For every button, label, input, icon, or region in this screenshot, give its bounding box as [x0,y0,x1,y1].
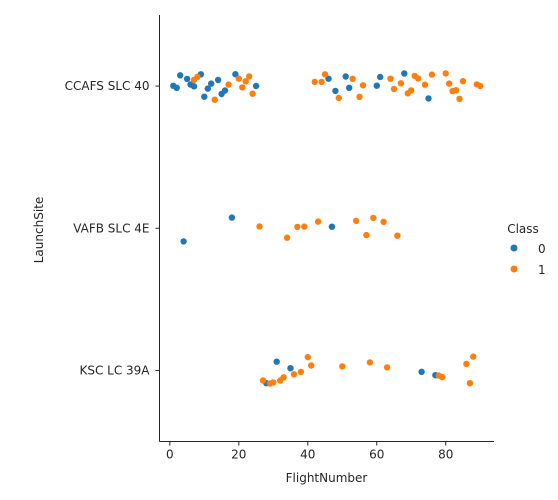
point-class-1 [366,359,374,366]
y-tick-label: VAFB SLC 4E [73,221,149,235]
point-class-1 [297,368,305,376]
point-class-0 [208,80,215,87]
point-class-0 [204,85,211,92]
point-class-1 [283,234,291,241]
point-class-1 [383,364,391,371]
y-tick-label: KSC LC 39A [79,363,150,377]
point-class-1 [318,78,325,86]
point-class-1 [459,78,467,85]
legend-marker [510,265,518,273]
legend-label: 1 [538,263,546,277]
point-class-1 [370,214,377,222]
point-class-1 [314,218,322,225]
point-class-1 [387,75,394,82]
point-class-0 [201,93,208,100]
point-class-1 [414,75,422,82]
point-class-1 [301,223,308,230]
point-class-1 [239,84,246,91]
point-class-1 [446,80,453,87]
x-ticks: 0 20 40 60 80 [166,441,453,462]
point-class-1 [439,373,446,381]
x-tick-label: 20 [231,448,246,462]
point-class-1 [249,90,256,97]
point-class-1 [235,75,242,82]
point-class-1 [456,95,463,103]
point-class-1 [428,71,436,78]
point-class-0 [425,95,432,102]
point-class-1 [442,70,449,77]
point-class-1 [463,360,470,368]
point-class-1 [311,78,318,86]
point-class-0 [377,73,384,81]
x-tick-label: 80 [438,448,453,462]
x-axis-title: FlightNumber [286,471,368,485]
point-class-1 [211,96,218,103]
point-class-1 [408,87,415,94]
legend-title: Class [507,222,539,236]
data-points [170,70,484,387]
point-class-0 [328,223,336,230]
x-tick-label: 60 [369,448,384,462]
x-tick-label: 0 [166,448,174,462]
point-class-0 [190,83,198,90]
point-class-1 [335,94,342,102]
y-axis-title: LaunchSite [32,197,46,264]
point-class-1 [363,231,370,239]
legend: Class 0 1 [507,222,545,277]
point-class-1 [304,353,311,361]
point-class-1 [477,82,484,90]
point-class-1 [290,371,298,378]
point-class-1 [394,232,401,239]
point-class-1 [349,75,356,83]
y-ticks: CCAFS SLC 40 VAFB SLC 4E KSC LC 39A [65,79,160,377]
point-class-1 [259,377,267,384]
point-class-1 [246,73,253,80]
point-class-1 [294,223,301,231]
point-class-0 [252,82,260,90]
point-class-0 [228,214,236,221]
point-class-0 [401,70,408,77]
point-class-1 [452,87,460,94]
point-class-0 [177,72,184,79]
point-class-0 [183,75,191,83]
point-class-1 [466,380,474,387]
point-class-1 [280,374,287,381]
point-class-1 [356,93,363,101]
point-class-1 [339,363,346,370]
point-class-1 [225,81,232,88]
point-class-1 [256,223,263,230]
point-class-1 [194,73,201,81]
point-class-0 [342,73,349,80]
point-class-1 [321,71,329,78]
point-class-0 [180,238,187,245]
legend-marker [510,244,518,252]
legend-label: 0 [538,242,546,256]
point-class-0 [287,365,294,372]
point-class-1 [470,353,477,360]
point-class-1 [390,85,398,93]
y-tick-label: CCAFS SLC 40 [65,79,150,93]
point-class-0 [173,84,180,92]
point-class-0 [418,368,425,375]
point-class-1 [397,80,405,87]
point-class-1 [308,362,315,369]
point-class-1 [359,82,367,89]
point-class-0 [332,87,339,95]
point-class-0 [232,71,239,78]
point-class-1 [380,218,387,225]
point-class-1 [421,81,429,88]
point-class-1 [352,217,360,225]
point-class-0 [325,75,332,82]
point-class-0 [273,358,280,365]
x-tick-label: 40 [300,448,315,462]
point-class-0 [221,87,229,94]
point-class-0 [214,76,222,84]
point-class-0 [373,82,380,89]
point-class-0 [346,84,353,92]
point-class-1 [270,379,277,386]
point-class-1 [242,78,249,85]
